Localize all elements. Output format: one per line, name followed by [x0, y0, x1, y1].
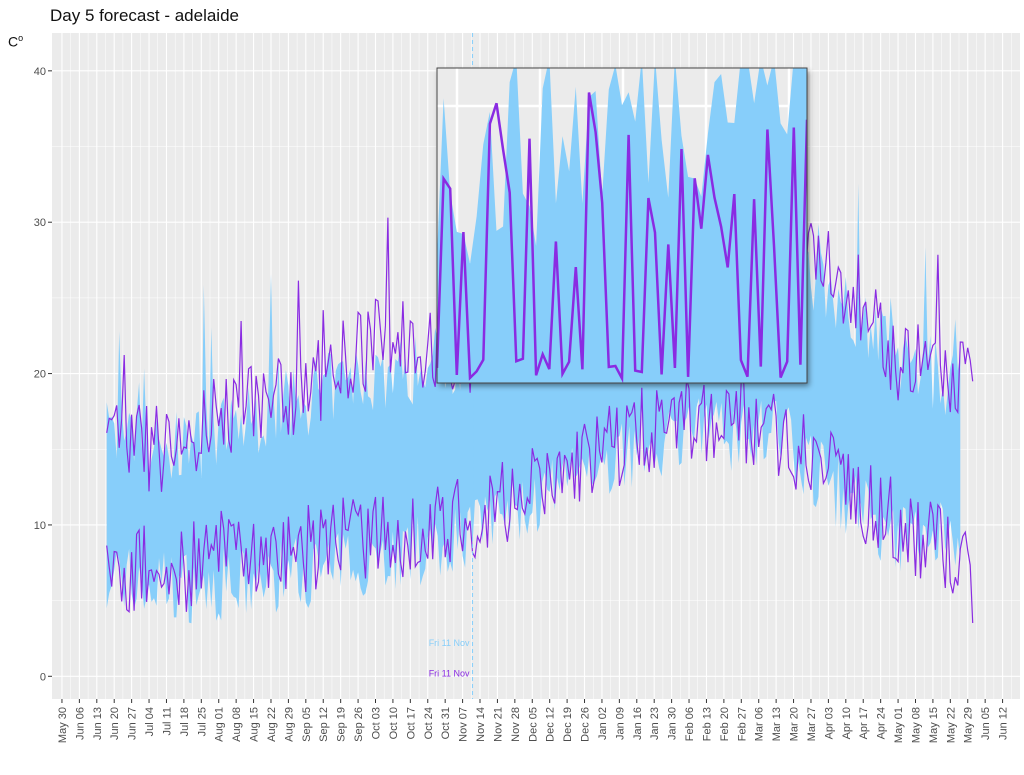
x-tick-label: Sep 19 — [336, 707, 348, 742]
x-tick-label: Nov 07 — [458, 707, 470, 742]
x-tick-label: Jan 23 — [649, 707, 661, 740]
x-tick-label: Jun 12 — [998, 707, 1010, 740]
y-tick-label: 20 — [34, 369, 46, 381]
y-tick-label: 30 — [34, 217, 46, 229]
x-tick-label: Feb 20 — [719, 707, 731, 741]
x-tick-label: Oct 10 — [388, 707, 400, 739]
x-tick-label: Oct 03 — [370, 707, 382, 739]
x-tick-label: Mar 13 — [771, 707, 783, 741]
x-tick-label: May 29 — [963, 707, 975, 743]
x-tick-label: Aug 08 — [231, 707, 243, 742]
x-tick-label: Jul 04 — [144, 707, 156, 736]
y-tick-label: 0 — [40, 671, 46, 683]
x-tick-label: Jun 20 — [109, 707, 121, 740]
inset-zoom-panel — [436, 67, 808, 384]
x-tick-label: Sep 05 — [301, 707, 313, 742]
x-tick-label: Apr 17 — [858, 707, 870, 739]
x-tick-label: Sep 12 — [318, 707, 330, 742]
x-tick-label: Dec 19 — [562, 707, 574, 742]
y-tick-label: 10 — [34, 520, 46, 532]
x-tick-label: Aug 29 — [283, 707, 295, 742]
x-tick-label: Jul 25 — [196, 707, 208, 736]
x-tick-label: Jan 09 — [614, 707, 626, 740]
x-tick-label: Dec 26 — [580, 707, 592, 742]
x-tick-label: Mar 06 — [754, 707, 766, 741]
x-tick-label: Apr 10 — [841, 707, 853, 739]
x-tick-label: Aug 15 — [249, 707, 261, 742]
x-tick-label: May 01 — [893, 707, 905, 743]
x-tick-label: Oct 17 — [405, 707, 417, 739]
x-tick-label: May 22 — [945, 707, 957, 743]
marker-label-band: Fri 11 Nov — [429, 638, 470, 648]
x-tick-label: Nov 14 — [475, 707, 487, 742]
x-tick-label: Apr 24 — [876, 707, 888, 739]
x-tick-label: Dec 05 — [527, 707, 539, 742]
x-tick-label: Jun 13 — [92, 707, 104, 740]
y-tick-labels: 0 10 20 30 40 — [34, 66, 52, 683]
x-tick-label: May 30 — [57, 707, 69, 743]
chart-title: Day 5 forecast - adelaide — [50, 6, 239, 25]
x-tick-label: Feb 13 — [701, 707, 713, 741]
x-tick-label: Oct 31 — [440, 707, 452, 739]
x-tick-label: May 08 — [910, 707, 922, 743]
x-tick-label: Jan 30 — [667, 707, 679, 740]
inset-border — [436, 67, 808, 384]
x-tick-label: Mar 20 — [789, 707, 801, 741]
y-axis-label-superscript: o — [18, 33, 24, 43]
x-tick-label: Jul 11 — [161, 707, 173, 736]
x-tick-label: Feb 27 — [736, 707, 748, 741]
x-tick-label: Dec 12 — [545, 707, 557, 742]
x-tick-label: Feb 06 — [684, 707, 696, 741]
x-tick-label: Jan 02 — [597, 707, 609, 740]
y-tick-label: 40 — [34, 66, 46, 78]
x-tick-label: Oct 24 — [423, 707, 435, 739]
inset-line — [437, 92, 807, 383]
x-tick-label: Jun 06 — [74, 707, 86, 740]
x-tick-labels: May 30 Jun 06 Jun 13 Jun 20 Jun 27 Jul 04 Jul … — [57, 699, 1010, 743]
x-tick-label: Jun 05 — [980, 707, 992, 740]
marker-label-line: Fri 11 Nov — [429, 668, 470, 678]
x-tick-label: May 15 — [928, 707, 940, 743]
inset-band — [437, 68, 807, 383]
x-tick-label: Aug 22 — [266, 707, 278, 742]
x-tick-label: Jan 16 — [632, 707, 644, 740]
x-tick-label: Aug 01 — [214, 707, 226, 742]
x-tick-label: Nov 28 — [510, 707, 522, 742]
x-tick-label: Jul 18 — [179, 707, 191, 736]
x-tick-label: Apr 03 — [823, 707, 835, 739]
x-tick-label: Mar 27 — [806, 707, 818, 741]
x-tick-label: Sep 26 — [353, 707, 365, 742]
x-tick-label: Jun 27 — [127, 707, 139, 740]
y-axis-label-text: C — [8, 33, 19, 50]
y-axis-label: Co — [8, 33, 23, 50]
inset-content — [437, 68, 807, 383]
x-tick-label: Nov 21 — [492, 707, 504, 742]
min-temp-line — [106, 378, 974, 624]
